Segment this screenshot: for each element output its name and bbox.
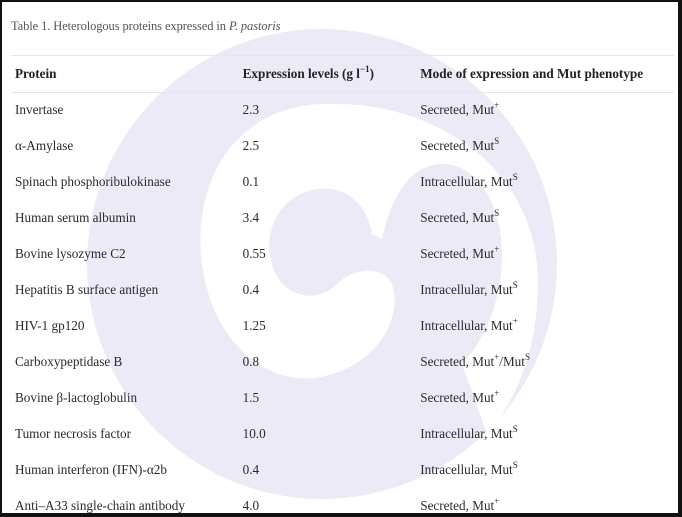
cell-mode: Intracellular, MutS [420, 272, 678, 308]
mode-text: Secreted, Mut [420, 138, 495, 153]
mode-text: Intracellular, Mut [420, 174, 513, 189]
header-rule [11, 92, 674, 93]
cell-mode: Secreted, Mut+ [420, 92, 678, 128]
mut-phenotype-sup: + [494, 351, 500, 362]
cell-expression-level: 0.4 [242, 462, 260, 477]
table-row: Human serum albumin 3.4 Secreted, MutS [15, 200, 678, 236]
cell-expression-level: 0.55 [242, 246, 266, 261]
table-row: Hepatitis B surface antigen 0.4 Intracellu… [15, 272, 678, 308]
table-row: HIV-1 gp120 1.25 Intracellular, Mut+ [15, 308, 678, 344]
cell-protein: Hepatitis B surface antigen [15, 282, 159, 297]
mut-phenotype-sup: + [512, 315, 518, 326]
mode-text: Secreted, Mut [420, 498, 495, 513]
mode-text: Intracellular, Mut [420, 318, 513, 333]
cell-protein: HIV-1 gp120 [15, 318, 85, 333]
cell-protein: Carboxypeptidase B [15, 354, 123, 369]
mode-text: Secreted, Mut [420, 210, 495, 225]
header-mode: Mode of expression and Mut phenotype [420, 66, 644, 81]
cell-mode: Secreted, Mut+ [420, 488, 678, 513]
cell-mode: Intracellular, MutS [420, 164, 678, 200]
cell-expression-level: 0.1 [242, 174, 260, 189]
cell-mode: Secreted, MutS [420, 128, 678, 164]
cell-protein: Invertase [15, 102, 64, 117]
mode-extra: /Mut [499, 354, 525, 369]
cell-protein: Human interferon (IFN)-α2b [15, 462, 167, 477]
mode-text: Secreted, Mut [420, 390, 495, 405]
header-expression-sup: −1 [359, 63, 370, 74]
top-rule [11, 55, 674, 56]
cell-mode: Intracellular, MutS [420, 452, 678, 488]
table-row: Human interferon (IFN)-α2b 0.4 Intracellul… [15, 452, 678, 488]
mut-phenotype-sup: + [494, 495, 500, 506]
cell-protein: Tumor necrosis factor [15, 426, 131, 441]
cell-expression-level: 4.0 [242, 498, 260, 513]
caption-text: Table 1. Heterologous proteins expressed… [11, 19, 229, 33]
mode-text: Intracellular, Mut [420, 462, 513, 477]
mut-phenotype-sup: S [512, 459, 518, 470]
cell-expression-level: 1.5 [242, 390, 260, 405]
cell-expression-level: 10.0 [242, 426, 266, 441]
mode-text: Intracellular, Mut [420, 282, 513, 297]
cell-mode: Secreted, Mut+ [420, 236, 678, 272]
header-expression-text: Expression levels (g l [242, 66, 360, 81]
cell-protein: Bovine β-lactoglobulin [15, 390, 138, 405]
mode-text: Secreted, Mut [420, 102, 495, 117]
cell-expression-level: 2.5 [242, 138, 260, 153]
mut-phenotype-sup: + [494, 99, 500, 110]
cell-protein: Spinach phosphoribulokinase [15, 174, 171, 189]
table-row: Carboxypeptidase B 0.8 Secreted, Mut+/MutS [15, 344, 678, 380]
mut-phenotype-sup: S [512, 423, 518, 434]
caption-organism: P. pastoris [228, 19, 281, 33]
mut-phenotype-sup: + [494, 387, 500, 398]
mode-text: Secreted, Mut [420, 354, 495, 369]
mut-phenotype-sup: S [494, 135, 500, 146]
cell-expression-level: 0.4 [242, 282, 260, 297]
mode-text: Secreted, Mut [420, 246, 495, 261]
table-row: Anti–A33 single-chain antibody 4.0 Secrete… [15, 488, 678, 513]
cell-protein: Anti–A33 single-chain antibody [15, 498, 185, 513]
cell-expression-level: 2.3 [242, 102, 260, 117]
table-body: Invertase 2.3 Secreted, Mut+ α-Amylase 2.5 Se… [15, 92, 678, 513]
table-row: α-Amylase 2.5 Secreted, MutS [15, 128, 678, 164]
mut-phenotype-sup: S [512, 171, 518, 182]
mode-text: Intracellular, Mut [420, 426, 513, 441]
cell-mode: Intracellular, Mut+ [420, 308, 678, 344]
cell-mode: Secreted, MutS [420, 200, 678, 236]
table-row: Bovine β-lactoglobulin 1.5 Secreted, Mut+ [15, 380, 678, 416]
table-row: Spinach phosphoribulokinase 0.1 Intracellu… [15, 164, 678, 200]
cell-protein: Human serum albumin [15, 210, 136, 225]
header-protein: Protein [15, 66, 57, 81]
cell-expression-level: 0.8 [242, 354, 260, 369]
table-row: Bovine lysozyme C2 0.55 Secreted, Mut+ [15, 236, 678, 272]
mut-phenotype-sup: S [494, 207, 500, 218]
cell-protein: Bovine lysozyme C2 [15, 246, 126, 261]
table-header-row: Protein Expression levels (g l−1) Mode o… [15, 56, 678, 92]
header-expression-end: ) [369, 66, 375, 81]
mut-phenotype-sup: + [494, 243, 500, 254]
proteins-table: Protein Expression levels (g l−1) Mode o… [15, 56, 678, 513]
mut-phenotype-extra-sup: S [524, 351, 530, 362]
cell-expression-level: 3.4 [242, 210, 260, 225]
table-caption: Table 1. Heterologous proteins expressed… [11, 19, 281, 34]
cell-protein: α-Amylase [15, 138, 74, 153]
table-row: Tumor necrosis factor 10.0 Intracellular, … [15, 416, 678, 452]
table-row: Invertase 2.3 Secreted, Mut+ [15, 92, 678, 128]
header-expression-levels: Expression levels (g l−1) [243, 56, 421, 92]
mut-phenotype-sup: S [512, 279, 518, 290]
cell-mode: Secreted, Mut+ [420, 380, 678, 416]
cell-expression-level: 1.25 [242, 318, 266, 333]
cell-mode: Intracellular, MutS [420, 416, 678, 452]
cell-mode: Secreted, Mut+/MutS [420, 344, 678, 380]
